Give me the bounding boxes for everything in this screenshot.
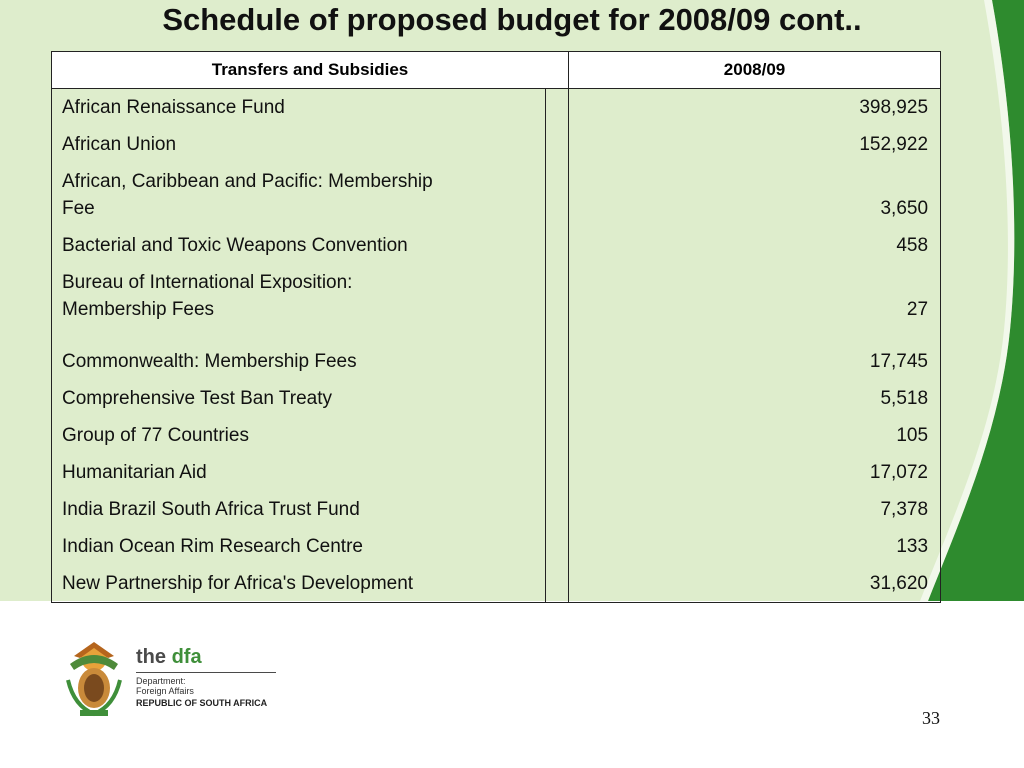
column-divider [544, 163, 570, 227]
table-row: India Brazil South Africa Trust Fund 7,37… [51, 491, 942, 528]
table-row: Comprehensive Test Ban Treaty 5,518 [51, 380, 942, 417]
coat-of-arms-icon [66, 642, 122, 717]
brand-divider [136, 672, 276, 673]
budget-item-name: Bureau of International Exposition: Membe… [51, 264, 546, 328]
column-header-year: 2008/09 [568, 51, 942, 89]
budget-item-name: Bacterial and Toxic Weapons Convention [51, 227, 546, 264]
slide-title: Schedule of proposed budget for 2008/09 … [162, 2, 862, 37]
budget-item-value: 17,072 [568, 454, 942, 491]
budget-item-value: 27 [568, 264, 942, 328]
table-header-row: Transfers and Subsidies 2008/09 [50, 51, 942, 89]
budget-item-value: 458 [568, 227, 942, 264]
budget-item-value: 105 [568, 417, 942, 454]
budget-item-name: Comprehensive Test Ban Treaty [51, 380, 546, 417]
column-header-transfers: Transfers and Subsidies [50, 51, 570, 89]
column-divider [544, 417, 570, 454]
table-row: Group of 77 Countries 105 [51, 417, 942, 454]
budget-item-name: Group of 77 Countries [51, 417, 546, 454]
budget-item-name: India Brazil South Africa Trust Fund [51, 491, 546, 528]
budget-item-value: 152,922 [568, 126, 942, 163]
budget-item-value: 3,650 [568, 163, 942, 227]
table-row: Bureau of International Exposition: Membe… [51, 264, 942, 328]
table-row: Bacterial and Toxic Weapons Convention 45… [51, 227, 942, 264]
department-label: Department: Foreign Affairs [136, 676, 194, 696]
column-divider [544, 88, 570, 126]
country-label: REPUBLIC OF SOUTH AFRICA [136, 698, 268, 708]
column-divider [544, 565, 570, 603]
budget-item-value: 398,925 [568, 88, 942, 126]
column-divider [544, 328, 570, 380]
budget-item-name: Commonwealth: Membership Fees [51, 328, 546, 380]
table-row: Humanitarian Aid 17,072 [51, 454, 942, 491]
budget-item-name: New Partnership for Africa's Development [51, 565, 546, 603]
table-row: African Renaissance Fund 398,925 [51, 88, 942, 126]
budget-item-name: African Union [51, 126, 546, 163]
budget-item-name: Humanitarian Aid [51, 454, 546, 491]
budget-item-name: African, Caribbean and Pacific: Membersh… [51, 163, 546, 227]
budget-table: Transfers and Subsidies 2008/09 African … [50, 51, 942, 603]
table-row: Indian Ocean Rim Research Centre 133 [51, 528, 942, 565]
column-divider [544, 491, 570, 528]
table-row: New Partnership for Africa's Development… [51, 565, 942, 603]
budget-item-value: 5,518 [568, 380, 942, 417]
page-number: 33 [922, 708, 940, 728]
table-row: African Union 152,922 [51, 126, 942, 163]
column-divider [544, 528, 570, 565]
column-divider [544, 227, 570, 264]
green-swoosh-decoration [920, 0, 1024, 601]
table-row: Commonwealth: Membership Fees 17,745 [51, 328, 942, 380]
budget-item-name: Indian Ocean Rim Research Centre [51, 528, 546, 565]
dfa-brand: the dfa [136, 646, 202, 668]
budget-item-name: African Renaissance Fund [51, 88, 546, 126]
column-divider [544, 454, 570, 491]
table-row: African, Caribbean and Pacific: Membersh… [51, 163, 942, 227]
budget-item-value: 133 [568, 528, 942, 565]
column-divider [544, 264, 570, 328]
budget-item-value: 31,620 [568, 565, 942, 603]
budget-table-body: African Renaissance Fund 398,925 African U… [51, 88, 942, 603]
column-divider [544, 126, 570, 163]
column-divider [544, 380, 570, 417]
budget-item-value: 7,378 [568, 491, 942, 528]
budget-item-value: 17,745 [568, 328, 942, 380]
